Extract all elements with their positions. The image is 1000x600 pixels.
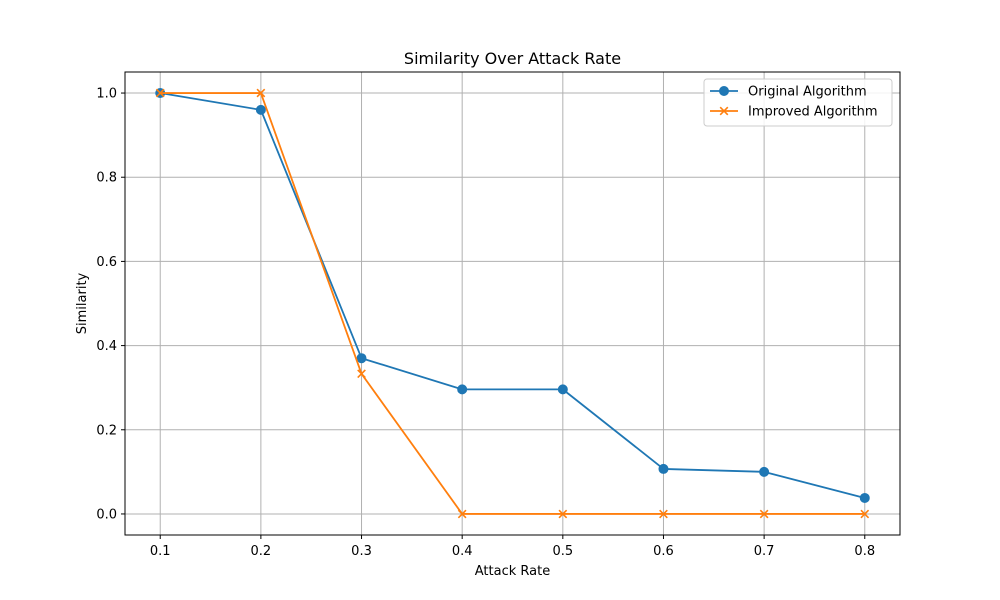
x-marker-stroke — [155, 88, 165, 98]
series-2 — [155, 88, 870, 519]
legend-marker — [719, 86, 729, 96]
y-tick-label: 0.0 — [96, 507, 117, 522]
data-point — [256, 88, 266, 98]
data-point — [155, 88, 165, 98]
grid — [125, 72, 900, 535]
x-tick-label: 0.1 — [150, 544, 171, 559]
data-point — [658, 463, 669, 474]
data-point — [759, 466, 770, 477]
data-point — [457, 509, 467, 519]
legend: Original Algorithm Improved Algorithm — [703, 78, 893, 127]
data-point — [255, 104, 266, 115]
series-line — [160, 92, 865, 499]
x-marker-stroke — [256, 88, 266, 98]
x-marker-stroke — [357, 369, 366, 379]
data-point — [859, 492, 870, 503]
plot-frame — [124, 71, 901, 536]
x-tick-label: 0.4 — [452, 544, 473, 559]
data-point — [759, 509, 769, 519]
legend-label: Improved Algorithm — [748, 105, 878, 120]
legend-box — [703, 78, 893, 127]
data-point — [558, 509, 568, 519]
x-axis-label: Attack Rate — [475, 564, 550, 579]
data-point — [659, 509, 668, 519]
data-point — [457, 384, 468, 395]
x-tick-label: 0.3 — [351, 544, 372, 559]
series-line — [160, 92, 865, 515]
y-axis-label: Similarity — [75, 272, 90, 334]
y-tick-label: 1.0 — [96, 87, 117, 102]
y-tick-label: 0.2 — [96, 423, 117, 438]
x-marker-stroke — [759, 509, 769, 519]
legend-marker — [719, 106, 729, 116]
data-point — [860, 509, 870, 519]
x-tick-label: 0.6 — [653, 544, 674, 559]
data-point — [356, 353, 367, 364]
x-tick-label: 0.8 — [854, 544, 875, 559]
chart-title: Similarity Over Attack Rate — [404, 49, 621, 68]
data-point — [357, 369, 366, 379]
legend-entry: Improved Algorithm — [710, 105, 878, 120]
y-tick-label: 0.6 — [96, 255, 117, 270]
x-marker-stroke — [558, 509, 568, 519]
axis-ticks: 0.1 0.2 0.3 0.4 0.5 0.6 0.7 0.8 0.0 0.2 0.4 0.6 0.8 1… — [96, 87, 875, 559]
legend-label: Original Algorithm — [748, 85, 867, 100]
x-tick-label: 0.2 — [251, 544, 272, 559]
x-marker-stroke — [457, 509, 467, 519]
series-layer — [155, 88, 870, 519]
x-tick-label: 0.5 — [552, 544, 573, 559]
data-point — [557, 384, 568, 395]
x-tick-label: 0.7 — [754, 544, 775, 559]
legend-entry: Original Algorithm — [710, 85, 867, 100]
series-1 — [155, 88, 870, 503]
x-marker-stroke — [719, 106, 729, 116]
x-marker-stroke — [860, 509, 870, 519]
x-marker-stroke — [659, 509, 668, 519]
y-tick-label: 0.4 — [96, 339, 117, 354]
y-tick-label: 0.8 — [96, 171, 117, 186]
